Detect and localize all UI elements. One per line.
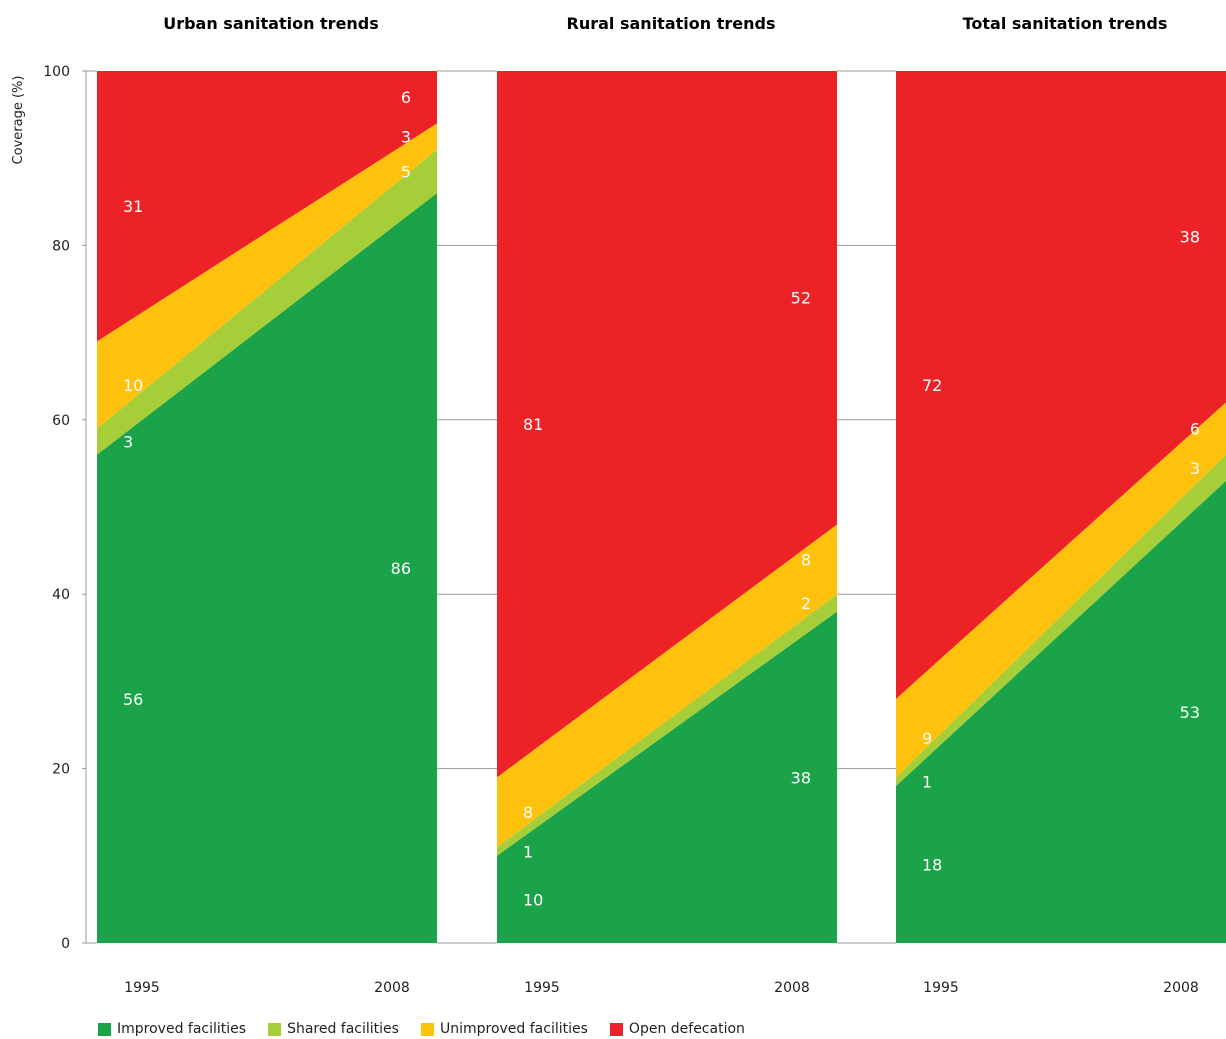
area-improved [97,193,437,943]
area-open-defecation [896,71,1226,699]
data-label: 81 [523,415,543,434]
panel-title: Total sanitation trends [963,14,1168,33]
x-tick-label: 1995 [124,980,160,996]
area-shared [97,149,437,455]
data-label: 5 [401,162,411,181]
area-unimproved [97,123,437,429]
x-tick-label: 1995 [524,980,560,996]
area-shared [896,454,1226,787]
data-label: 10 [523,890,543,909]
legend-item-unimproved: Unimproved facilities [420,1021,588,1037]
area-improved [896,480,1226,943]
data-label: 53 [1180,703,1200,722]
data-label: 86 [391,559,411,578]
legend: Improved facilities Shared facilities Un… [98,1021,767,1037]
legend-label-improved: Improved facilities [117,1021,247,1037]
data-label: 1 [523,842,533,861]
data-label: 6 [401,88,411,107]
legend-label-shared: Shared facilities [287,1021,399,1037]
data-label: 6 [1190,420,1200,439]
legend-item-improved: Improved facilities [98,1021,246,1037]
data-label: 38 [791,768,811,787]
data-label: 3 [401,127,411,146]
x-tick-label: 2008 [1163,980,1199,996]
legend-label-open-defecation: Open defecation [628,1021,745,1037]
area-unimproved [896,402,1226,778]
y-tick-label: 40 [52,587,70,603]
x-tick-label: 2008 [374,980,410,996]
data-label: 38 [1180,228,1200,247]
legend-label-unimproved: Unimproved facilities [439,1021,588,1037]
data-label: 52 [791,289,811,308]
y-tick-label: 100 [43,64,70,80]
data-label: 31 [123,197,143,216]
y-tick-label: 60 [52,413,70,429]
area-unimproved [497,524,837,848]
panel-title: Urban sanitation trends [163,14,379,33]
area-improved [497,611,837,943]
y-tick-label: 20 [52,762,70,778]
data-label: 3 [123,433,133,452]
data-label: 8 [523,803,533,822]
legend-swatch-open-defecation [609,1022,623,1036]
data-label: 8 [801,550,811,569]
x-tick-label: 1995 [923,980,959,996]
panel-title: Rural sanitation trends [567,14,776,33]
area-open-defecation [497,71,837,778]
data-label: 56 [123,690,143,709]
legend-swatch-improved [98,1022,111,1036]
x-tick-label: 2008 [774,980,810,996]
area-open-defecation [97,71,437,342]
y-tick-label: 80 [52,238,70,254]
data-label: 1 [922,773,932,792]
area-shared [497,594,837,856]
data-label: 2 [801,594,811,613]
legend-swatch-unimproved [420,1022,434,1036]
data-label: 72 [922,376,942,395]
legend-item-open-defecation: Open defecation [609,1021,745,1037]
data-label: 9 [922,729,932,748]
y-axis-label: Coverage (%) [11,76,26,165]
legend-swatch-shared [268,1022,282,1036]
data-label: 10 [123,376,143,395]
data-label: 18 [922,856,942,875]
data-label: 3 [1190,459,1200,478]
legend-item-shared: Shared facilities [268,1021,399,1037]
y-tick-label: 0 [61,936,70,952]
